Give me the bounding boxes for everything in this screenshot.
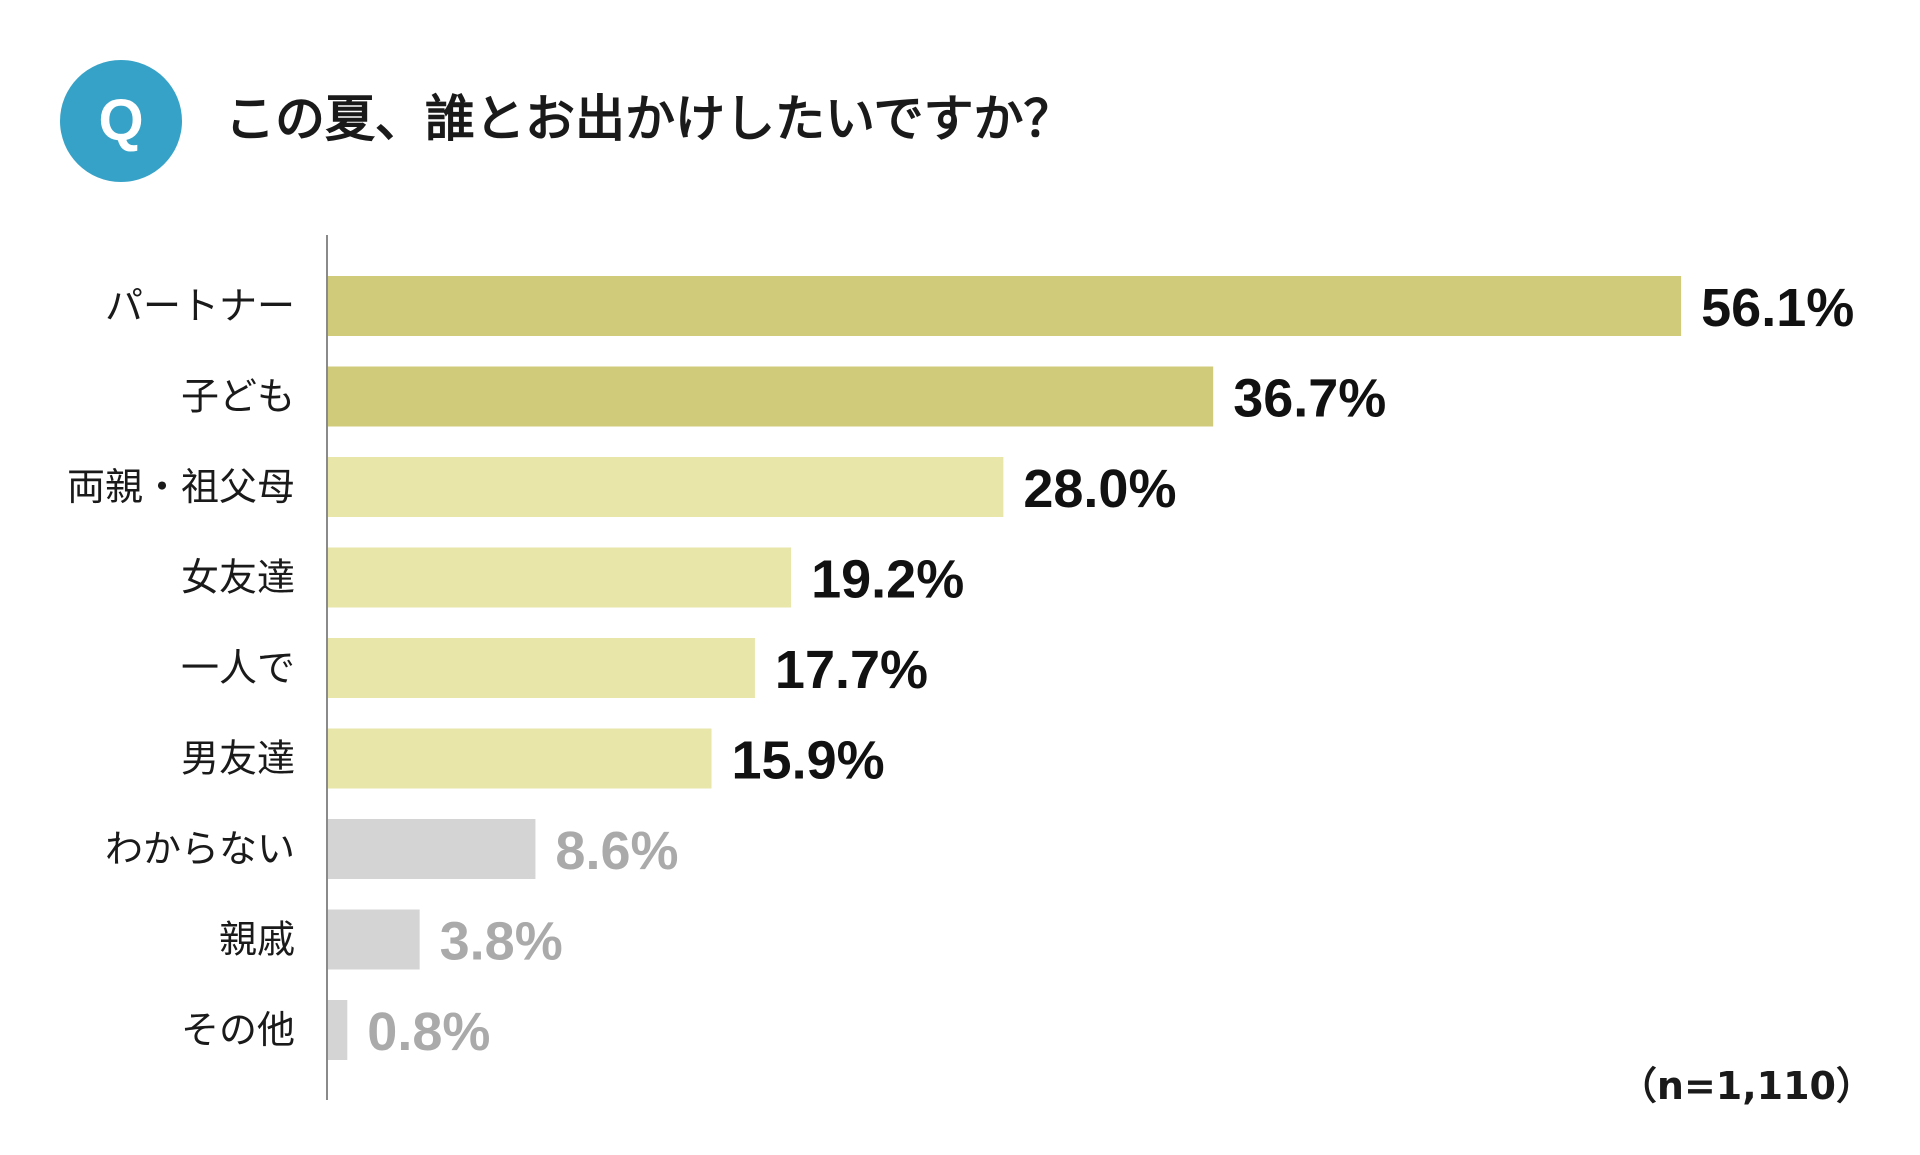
bar [328,638,755,698]
value-label: 0.8% [367,1002,490,1062]
question-badge: Q [60,60,182,182]
question-title: この夏、誰とお出かけしたいですか？ [225,90,1074,148]
value-label: 15.9% [732,731,885,791]
bar [328,909,420,970]
bar [328,1000,348,1060]
category-label: パートナー [105,284,295,328]
bars-group: パートナー 56.1% 子ども 36.7% 両親・祖父母 28.0% 女友達 19.2% 一人で… [67,276,1854,1062]
value-label: 56.1% [1701,278,1854,338]
bar [328,819,536,879]
value-label: 28.0% [1023,459,1176,519]
category-label: 女友達 [181,556,295,600]
category-label: 男友達 [181,737,295,781]
category-label: 子ども [181,375,295,419]
sample-size-label: （n=1,110） [1618,1064,1874,1108]
value-label: 36.7% [1233,369,1386,429]
bar [328,276,1682,336]
value-label: 17.7% [775,640,928,700]
category-label: その他 [181,1008,295,1052]
category-label: わからない [105,827,295,871]
value-label: 19.2% [811,550,964,610]
category-label: 一人で [181,646,295,690]
bar [328,728,712,789]
bar [328,457,1004,517]
category-label: 両親・祖父母 [67,465,295,509]
value-label: 3.8% [440,912,563,972]
value-label: 8.6% [555,821,678,881]
bar [328,547,792,608]
bar [328,366,1214,427]
category-label: 親戚 [219,918,295,962]
